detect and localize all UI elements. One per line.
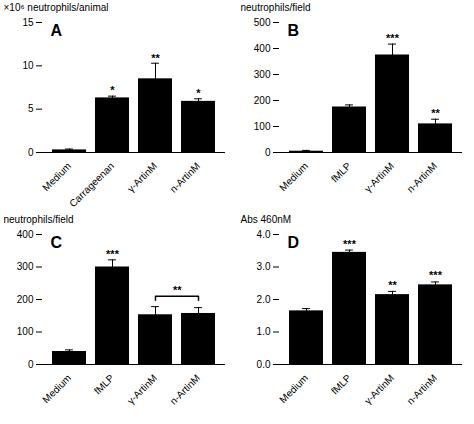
svg-text:5: 5 (28, 103, 34, 114)
svg-text:***: *** (343, 238, 357, 250)
svg-text:*: * (110, 84, 115, 96)
svg-text:fMLP: fMLP (329, 372, 354, 397)
svg-text:C: C (51, 234, 63, 251)
svg-text:Medium: Medium (277, 160, 310, 193)
svg-text:neutrophils/field: neutrophils/field (241, 2, 311, 13)
svg-text:γ-ArtinM: γ-ArtinM (125, 160, 159, 194)
svg-text:4.0: 4.0 (257, 229, 271, 240)
svg-text:n-ArtinM: n-ArtinM (168, 160, 203, 195)
svg-text:300: 300 (254, 69, 271, 80)
svg-text:fMLP: fMLP (92, 372, 117, 397)
svg-text:400: 400 (254, 43, 271, 54)
svg-text:n-ArtinM: n-ArtinM (168, 372, 203, 407)
svg-text:***: *** (386, 32, 400, 44)
svg-text:***: *** (106, 248, 120, 260)
svg-text:1.0: 1.0 (257, 326, 271, 337)
svg-text:Medium: Medium (277, 372, 310, 405)
svg-text:*: * (196, 87, 201, 99)
svg-text:D: D (288, 234, 300, 251)
svg-text:400: 400 (17, 229, 34, 240)
svg-text:neutrophils/field: neutrophils/field (4, 214, 74, 225)
svg-text:Carrageenan: Carrageenan (67, 160, 116, 209)
svg-text:3.0: 3.0 (257, 261, 271, 272)
svg-text:2.0: 2.0 (257, 294, 271, 305)
svg-text:fMLP: fMLP (329, 160, 354, 185)
svg-text:γ-ArtinM: γ-ArtinM (362, 160, 396, 194)
svg-text:10: 10 (22, 60, 34, 71)
svg-text:0: 0 (28, 359, 34, 370)
svg-text:**: ** (388, 279, 397, 291)
svg-text:n-ArtinM: n-ArtinM (405, 372, 440, 407)
svg-text:A: A (51, 22, 63, 39)
svg-text:0: 0 (265, 147, 271, 158)
svg-text:15: 15 (22, 17, 34, 28)
svg-text:200: 200 (254, 95, 271, 106)
svg-text:100: 100 (17, 326, 34, 337)
svg-text:300: 300 (17, 261, 34, 272)
svg-text:200: 200 (17, 294, 34, 305)
svg-text:**: ** (431, 107, 440, 119)
svg-text:Abs 460nM: Abs 460nM (241, 214, 292, 225)
svg-text:**: ** (151, 52, 160, 64)
svg-text:γ-ArtinM: γ-ArtinM (125, 372, 159, 406)
svg-text:***: *** (429, 269, 443, 281)
svg-text:B: B (288, 22, 300, 39)
svg-text:0.0: 0.0 (257, 359, 271, 370)
svg-text:500: 500 (254, 17, 271, 28)
svg-text:×10⁶ neutrophils/animal: ×10⁶ neutrophils/animal (4, 2, 109, 13)
svg-text:n-ArtinM: n-ArtinM (405, 160, 440, 195)
svg-text:100: 100 (254, 121, 271, 132)
svg-text:**: ** (173, 284, 182, 296)
svg-text:Medium: Medium (40, 372, 73, 405)
svg-text:γ-ArtinM: γ-ArtinM (362, 372, 396, 406)
svg-text:0: 0 (28, 147, 34, 158)
svg-text:Medium: Medium (40, 160, 73, 193)
